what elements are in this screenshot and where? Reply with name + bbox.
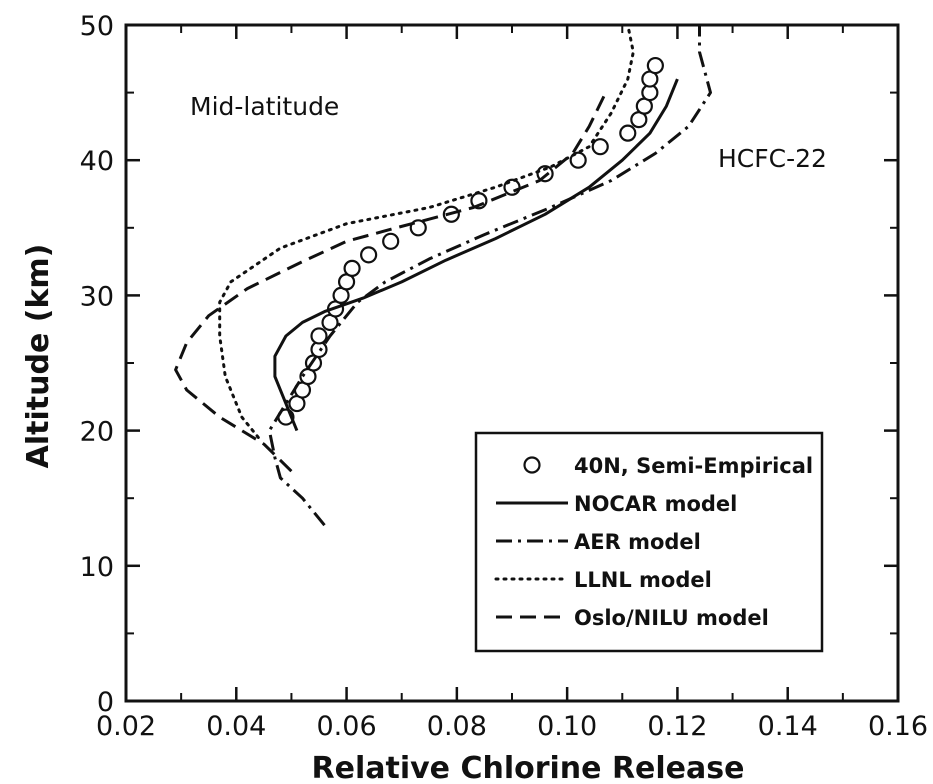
data-point xyxy=(591,138,609,156)
data-point xyxy=(310,327,328,345)
legend-label-nocar-model: NOCAR model xyxy=(574,492,737,516)
series-line-oslo-nilu-model xyxy=(174,91,608,473)
x-tick-label: 0.02 xyxy=(96,711,156,742)
y-axis-label: Altitude (km) xyxy=(21,244,56,469)
x-tick-label: 0.04 xyxy=(206,711,266,742)
x-tick-label: 0.06 xyxy=(317,711,377,742)
y-tick-label: 20 xyxy=(80,417,114,448)
legend-label-40n-semi-empirical: 40N, Semi-Empirical xyxy=(574,454,813,478)
legend: 40N, Semi-Empirical NOCAR model AER model L… xyxy=(474,431,824,653)
legend-label-llnl-model: LLNL model xyxy=(574,568,712,592)
legend-label-aer-model: AER model xyxy=(574,530,701,554)
data-point xyxy=(619,124,637,142)
x-tick-label: 0.10 xyxy=(537,711,597,742)
y-tick-label: 30 xyxy=(80,281,114,312)
data-point xyxy=(646,56,664,75)
ticks-layer: 0.02 0.04 0.06 0.08 0.10 0.12 0.14 0.16 0 10 20 30 4… xyxy=(80,11,928,742)
annotation-mid-latitude: Mid-latitude xyxy=(190,92,339,121)
x-tick-label: 0.08 xyxy=(427,711,487,742)
data-point xyxy=(343,259,361,277)
data-point xyxy=(360,246,378,264)
annotation-hcfc-22: HCFC-22 xyxy=(718,144,827,173)
x-axis-label: Relative Chlorine Release xyxy=(312,751,745,784)
legend-label-oslo-nilu-model: Oslo/NILU model xyxy=(574,606,769,630)
y-tick-label: 0 xyxy=(97,687,114,718)
y-tick-label: 40 xyxy=(80,146,114,177)
y-tick-label: 10 xyxy=(80,552,114,583)
series-layer xyxy=(174,23,712,527)
data-point xyxy=(569,151,587,169)
x-tick-label: 0.16 xyxy=(868,711,928,742)
series-line-aer-model xyxy=(267,25,712,527)
data-point xyxy=(382,232,400,250)
x-tick-label: 0.14 xyxy=(758,711,818,742)
series-40n-semi-empirical xyxy=(277,56,664,426)
x-tick-label: 0.12 xyxy=(647,711,707,742)
legend-marker-40n-semi-empirical xyxy=(523,456,541,474)
series-line-nocar-model xyxy=(273,78,679,432)
series-line-llnl-model xyxy=(218,23,635,439)
y-tick-label: 50 xyxy=(80,11,114,42)
